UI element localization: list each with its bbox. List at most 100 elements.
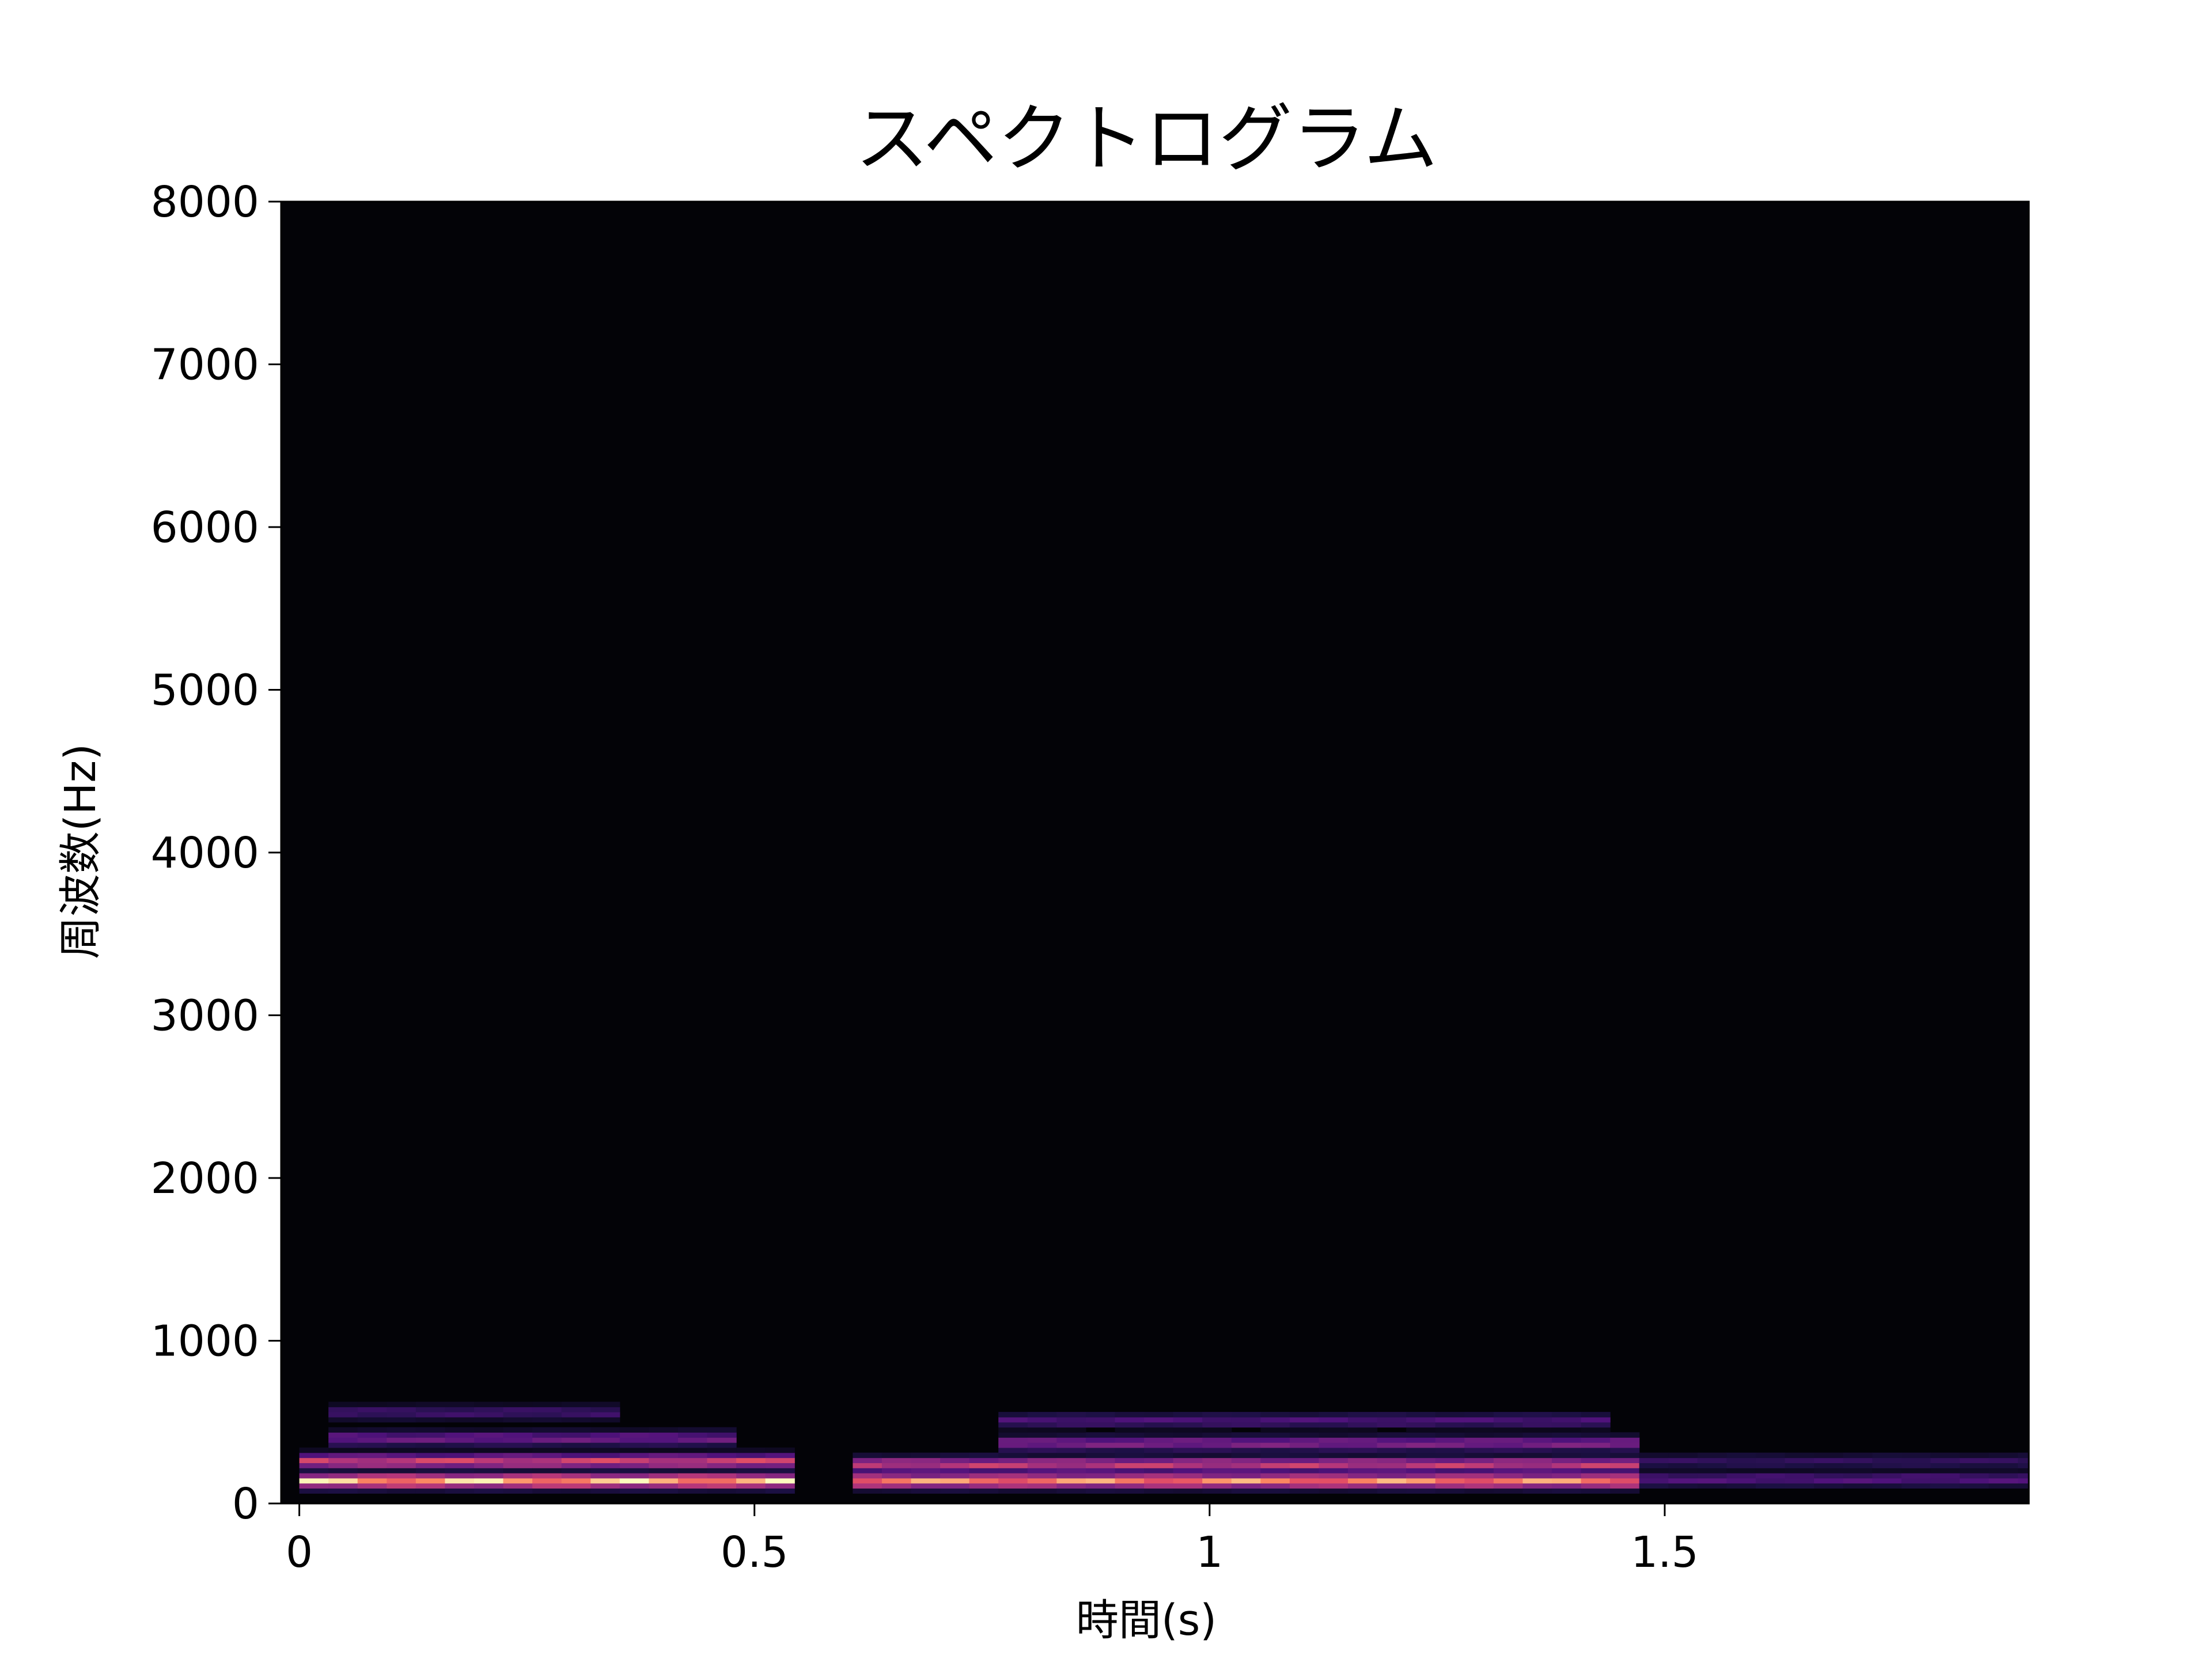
spectrogram-cell — [1173, 1437, 1203, 1443]
spectrogram-cell — [1085, 1488, 1116, 1494]
spectrogram-cell — [387, 1468, 416, 1474]
spectrogram-cell — [1144, 1488, 1174, 1494]
spectrogram-cell — [561, 1488, 591, 1494]
spectrogram-cell — [1202, 1422, 1232, 1428]
spectrogram-cell — [1785, 1463, 1815, 1468]
spectrogram-cell — [503, 1437, 533, 1443]
spectrogram-cell — [1260, 1427, 1290, 1433]
spectrogram-cell — [387, 1412, 416, 1418]
spectrogram-cell — [1726, 1468, 1756, 1474]
spectrogram-cell — [590, 1437, 620, 1443]
spectrogram-cell — [445, 1416, 475, 1423]
spectrogram-cell — [1464, 1457, 1494, 1463]
spectrogram-cell — [940, 1457, 970, 1463]
spectrogram-cell — [1959, 1463, 1990, 1468]
spectrogram-cell — [1610, 1457, 1640, 1463]
spectrogram-cell — [1027, 1416, 1057, 1423]
spectrogram-cell — [1610, 1442, 1640, 1448]
spectrogram-cell — [1493, 1478, 1524, 1484]
spectrogram-cell — [1406, 1452, 1436, 1459]
spectrogram-cell — [387, 1416, 416, 1423]
spectrogram-cell — [1435, 1457, 1465, 1463]
spectrogram-cell — [1668, 1473, 1698, 1479]
spectrogram-cell — [1522, 1488, 1552, 1494]
spectrogram-cell — [1144, 1468, 1174, 1474]
chart-title: スペクトログラム — [855, 96, 1437, 182]
spectrogram-cell — [1988, 1483, 2018, 1489]
spectrogram-cell — [357, 1432, 387, 1438]
spectrogram-cell — [503, 1483, 533, 1489]
spectrogram-cell — [1115, 1473, 1145, 1479]
spectrogram-cell — [765, 1488, 795, 1494]
spectrogram-cell — [1144, 1457, 1174, 1463]
spectrogram-cell — [1319, 1437, 1349, 1443]
spectrogram-cell — [765, 1473, 795, 1479]
spectrogram-cell — [1435, 1468, 1465, 1474]
spectrogram-cell — [1027, 1478, 1057, 1484]
spectrogram-cell — [1872, 1463, 1902, 1468]
spectrogram-cell — [328, 1468, 358, 1474]
spectrogram-cell — [1231, 1447, 1261, 1453]
spectrogram-cell — [1289, 1483, 1320, 1489]
spectrogram-cell — [1551, 1422, 1582, 1428]
spectrogram-cell — [1115, 1457, 1145, 1463]
spectrogram-cell — [1144, 1483, 1174, 1489]
spectrogram-cell — [474, 1478, 504, 1484]
spectrogram-cell — [299, 1452, 329, 1459]
spectrogram-cell — [1056, 1483, 1086, 1489]
spectrogram-cell — [328, 1488, 358, 1494]
spectrogram-cell — [1435, 1488, 1465, 1494]
spectrogram-cell — [1377, 1437, 1407, 1443]
spectrogram-cell — [1493, 1447, 1524, 1453]
spectrogram-cell — [1056, 1437, 1086, 1443]
spectrogram-cell — [1435, 1452, 1465, 1459]
spectrogram-cell — [445, 1473, 475, 1479]
spectrogram-cell — [1260, 1412, 1290, 1418]
spectrogram-cell — [619, 1437, 650, 1443]
spectrogram-cell — [1202, 1488, 1232, 1494]
spectrogram-cell — [1697, 1468, 1727, 1474]
spectrogram-cell — [969, 1452, 999, 1459]
spectrogram-cell — [1377, 1473, 1407, 1479]
spectrogram-cell — [1289, 1412, 1320, 1418]
spectrogram-cell — [1231, 1463, 1261, 1468]
spectrogram-cell — [998, 1463, 1028, 1468]
spectrogram-cell — [1085, 1447, 1116, 1453]
spectrogram-cell — [1668, 1478, 1698, 1484]
spectrogram-cell — [649, 1437, 679, 1443]
spectrogram-cell — [1348, 1447, 1378, 1453]
spectrogram-cell — [1173, 1447, 1203, 1453]
spectrogram-cell — [1319, 1483, 1349, 1489]
spectrogram-cell — [1639, 1463, 1669, 1468]
spectrogram-cell — [998, 1422, 1028, 1428]
spectrogram-cell — [619, 1442, 650, 1448]
spectrogram-cell — [1522, 1422, 1552, 1428]
spectrogram-cell — [1930, 1463, 1960, 1468]
spectrogram-cell — [969, 1468, 999, 1474]
spectrogram-cell — [677, 1463, 708, 1468]
spectrogram-cell — [299, 1468, 329, 1474]
spectrogram-cell — [474, 1447, 504, 1453]
spectrogram-cell — [1988, 1457, 2018, 1463]
spectrogram-cell — [1610, 1483, 1640, 1489]
spectrogram-cell — [1639, 1478, 1669, 1484]
spectrogram-cell — [415, 1483, 446, 1489]
spectrogram-cell — [1027, 1473, 1057, 1479]
spectrogram-cell — [1988, 1463, 2018, 1468]
spectrogram-cell — [532, 1407, 562, 1412]
spectrogram-cell — [649, 1468, 679, 1474]
spectrogram-cell — [1085, 1442, 1116, 1448]
spectrogram-cell — [532, 1473, 562, 1479]
spectrogram-cell — [1610, 1468, 1640, 1474]
spectrogram-cell — [1493, 1457, 1524, 1463]
spectrogram-cell — [853, 1463, 882, 1468]
spectrogram-cell — [998, 1457, 1028, 1463]
spectrogram-cell — [1173, 1463, 1203, 1468]
spectrogram-cell — [1289, 1452, 1320, 1459]
spectrogram-cell — [1464, 1452, 1494, 1459]
spectrogram-cell — [853, 1468, 882, 1474]
spectrogram-cell — [998, 1488, 1028, 1494]
spectrogram-cell — [328, 1457, 358, 1463]
spectrogram-cell — [1085, 1416, 1116, 1423]
axes: 0 1000 2000 3000 4000 5000 6000 7000 8000 0 0.5 1 1.… — [151, 177, 2030, 1577]
